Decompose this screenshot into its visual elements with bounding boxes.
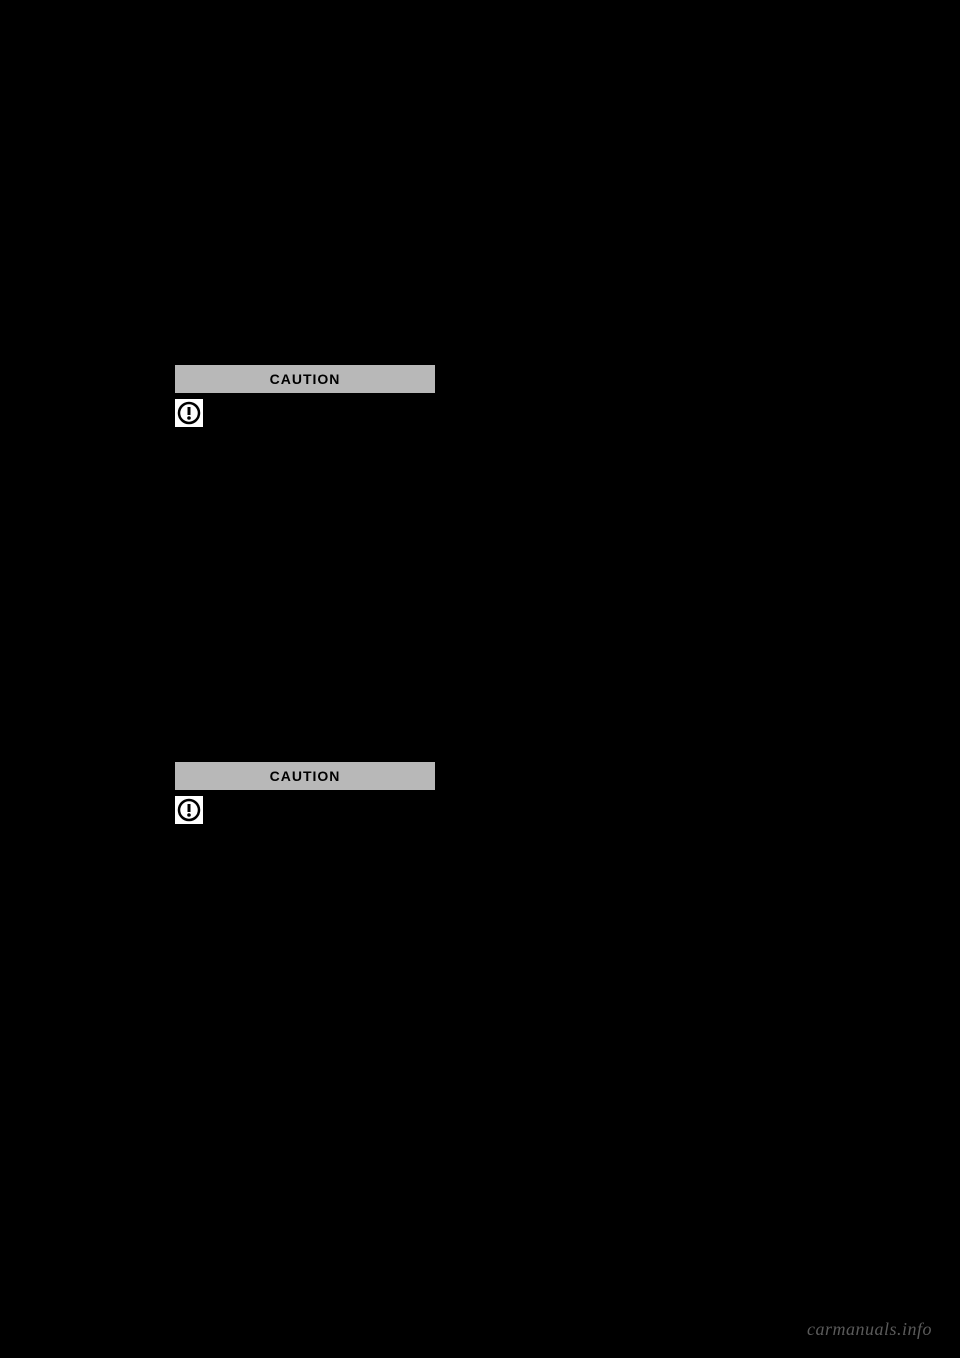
caution-block-2: CAUTION (175, 762, 615, 824)
caution-icon-row-2 (175, 796, 615, 824)
caution-label-2: CAUTION (270, 768, 341, 784)
exclamation-circle-icon (175, 796, 203, 824)
caution-block-1: CAUTION (175, 365, 615, 427)
watermark-text: carmanuals.info (807, 1319, 932, 1340)
caution-header-2: CAUTION (175, 762, 435, 790)
content-spacer (175, 427, 615, 762)
caution-icon-row-1 (175, 399, 615, 427)
manual-page-content: CAUTION CAUTION (175, 365, 615, 824)
caution-header-1: CAUTION (175, 365, 435, 393)
exclamation-circle-icon (175, 399, 203, 427)
caution-label-1: CAUTION (270, 371, 341, 387)
